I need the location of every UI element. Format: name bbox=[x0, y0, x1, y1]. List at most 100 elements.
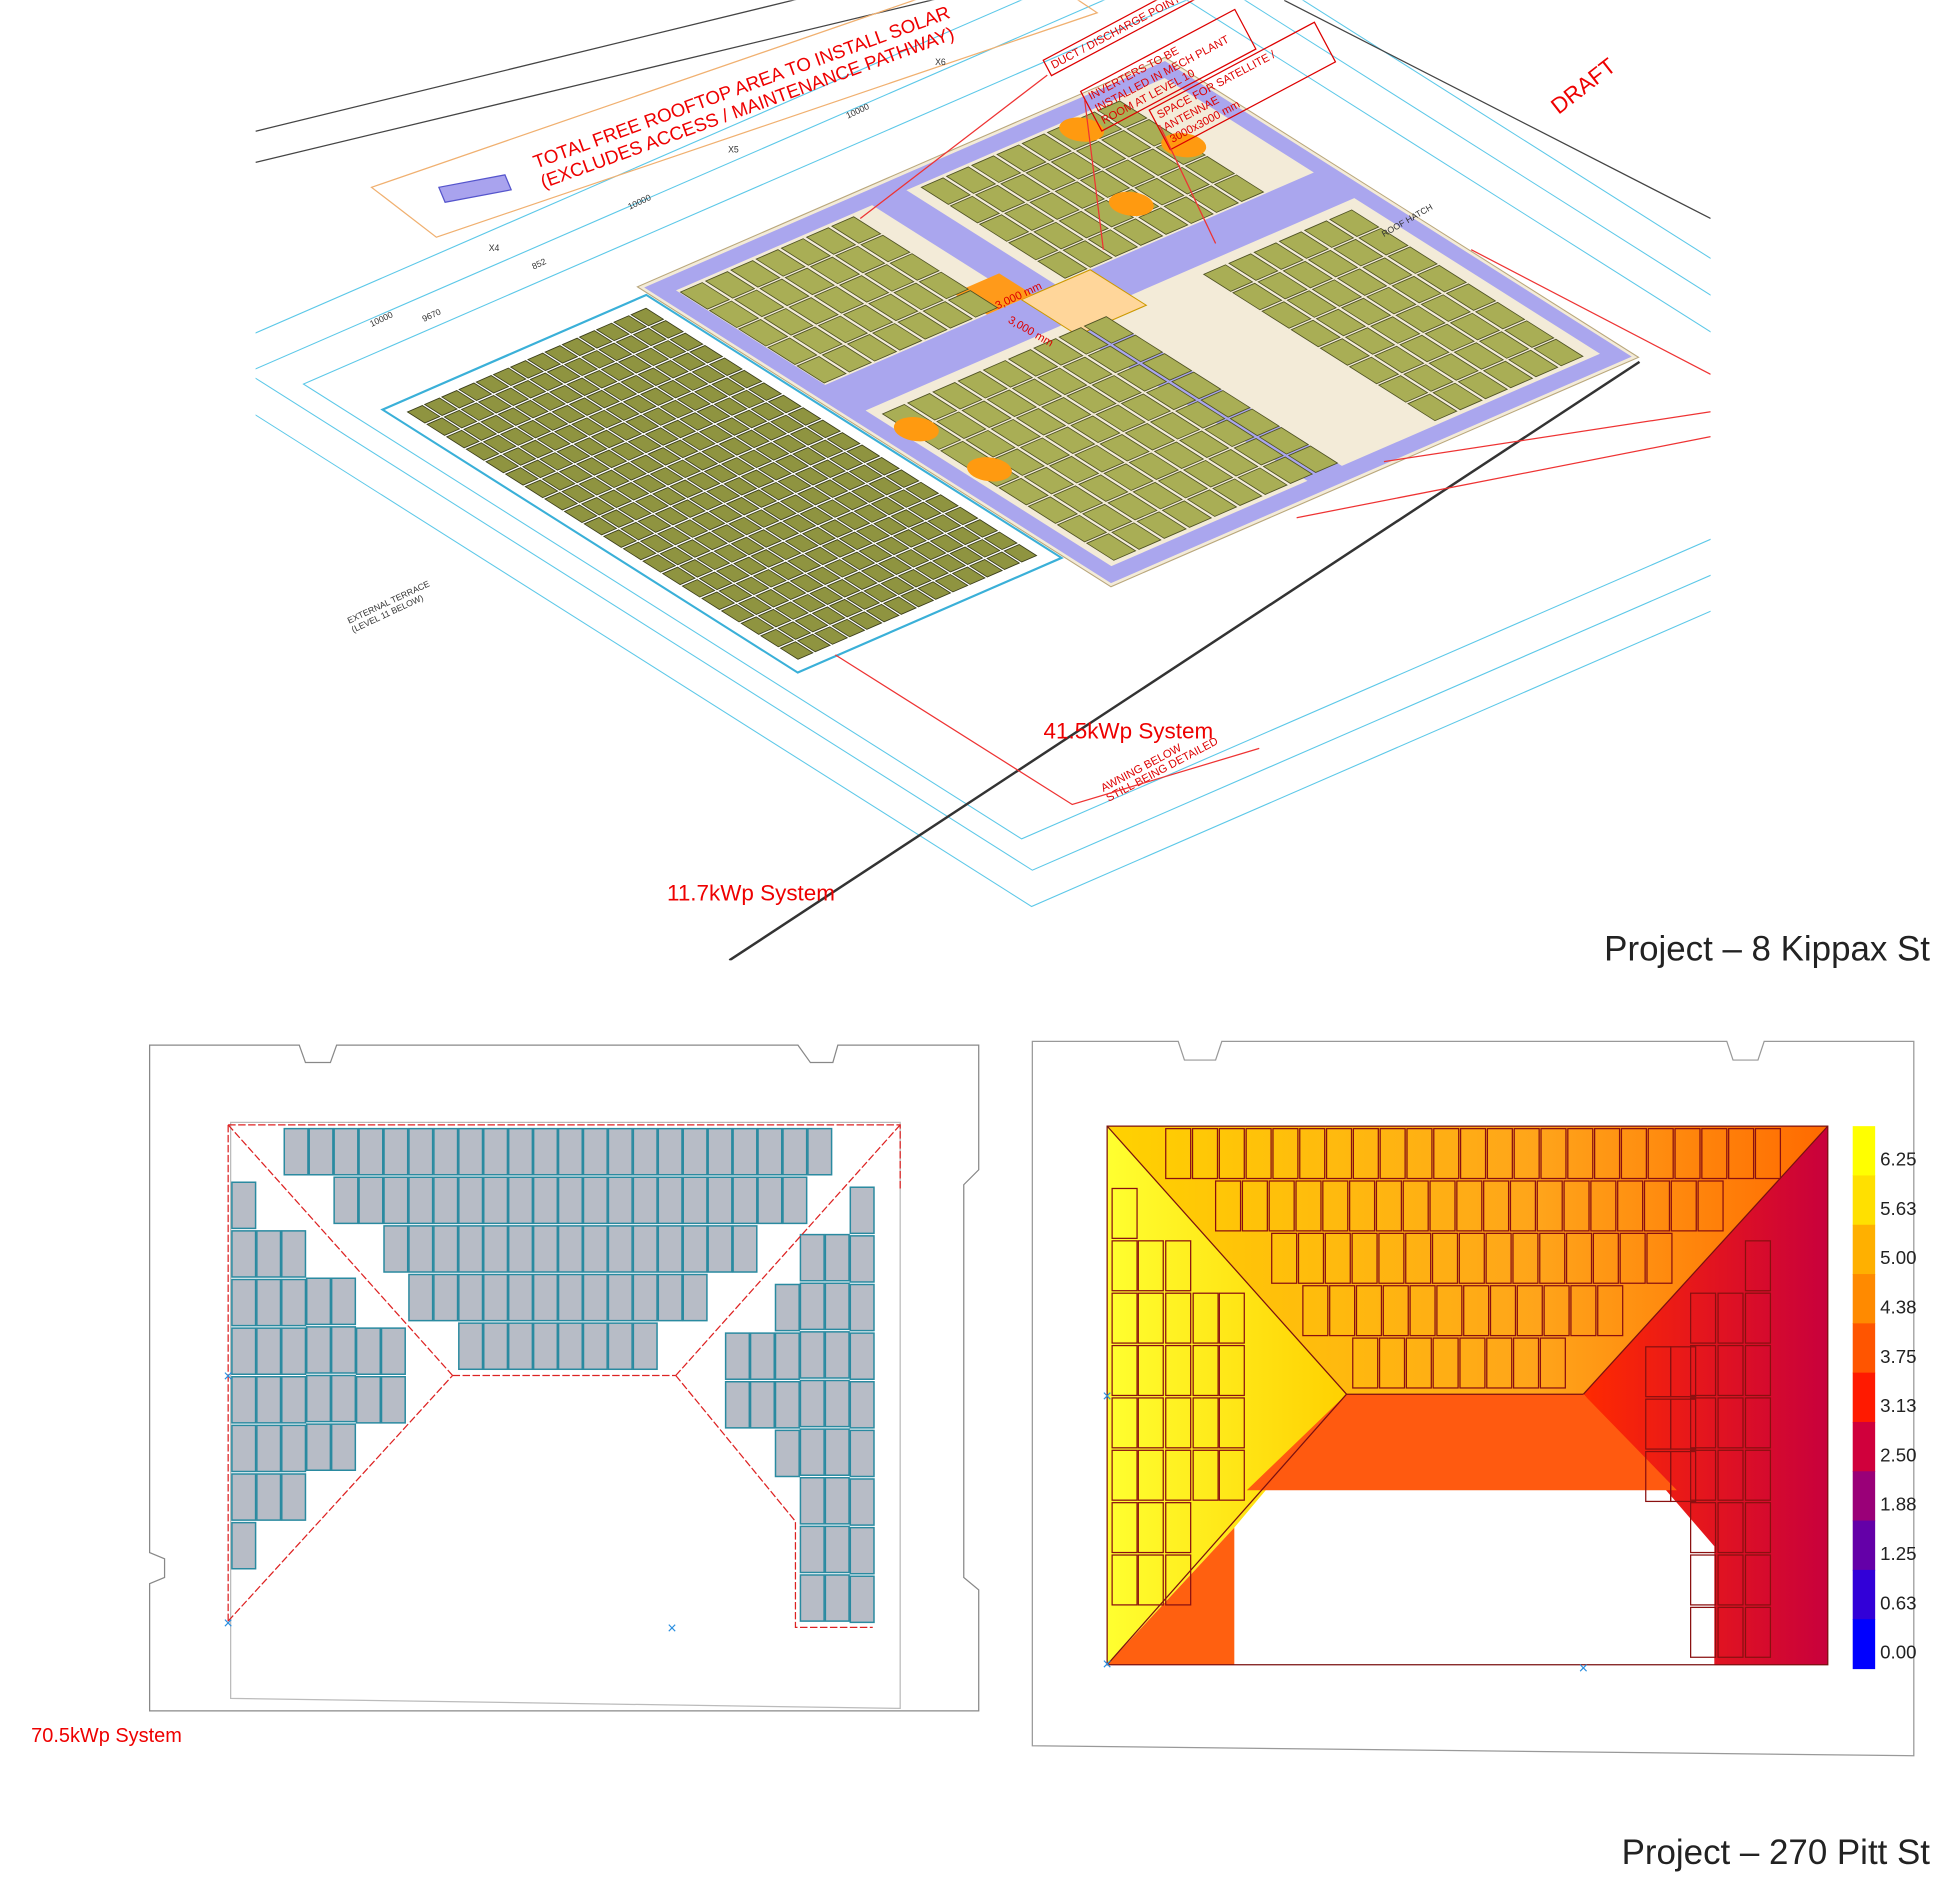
panel bbox=[671, 499, 706, 518]
panel bbox=[499, 427, 535, 446]
panel-outline bbox=[1744, 1449, 1772, 1501]
panel bbox=[983, 531, 1018, 551]
panel bbox=[826, 432, 861, 451]
panel-outline bbox=[1165, 1502, 1192, 1554]
panel bbox=[600, 509, 635, 528]
panel bbox=[635, 347, 670, 367]
panel bbox=[853, 504, 888, 523]
panel bbox=[1478, 331, 1530, 359]
panel-outline bbox=[1563, 1180, 1590, 1232]
panel bbox=[805, 227, 857, 255]
panel bbox=[281, 1278, 307, 1327]
panel bbox=[1407, 393, 1458, 422]
dimension: 10000 bbox=[626, 192, 652, 211]
panel bbox=[585, 389, 621, 409]
panel bbox=[1037, 251, 1088, 279]
panel bbox=[918, 271, 970, 300]
panel bbox=[669, 479, 704, 498]
panel bbox=[809, 256, 861, 285]
panel bbox=[833, 491, 869, 511]
panel-outline bbox=[1378, 1232, 1405, 1284]
panel bbox=[682, 1176, 708, 1225]
panel-outline bbox=[1717, 1449, 1744, 1501]
panel bbox=[1075, 140, 1127, 169]
panel-outline bbox=[1670, 1180, 1697, 1232]
panel bbox=[920, 177, 972, 205]
panel bbox=[1432, 382, 1483, 411]
panel bbox=[256, 1327, 282, 1375]
panel bbox=[654, 360, 689, 379]
panel-outline bbox=[1352, 1128, 1379, 1180]
panel bbox=[855, 524, 891, 543]
panel bbox=[1315, 308, 1367, 337]
panel-outline bbox=[1744, 1554, 1772, 1606]
colorbar-band bbox=[1852, 1421, 1876, 1472]
panel-outline bbox=[1670, 1450, 1697, 1503]
panel-outline bbox=[1690, 1344, 1717, 1397]
panel-outline bbox=[1539, 1232, 1566, 1284]
panel bbox=[256, 1375, 282, 1424]
dimension: 10000 bbox=[368, 309, 394, 328]
panel bbox=[1329, 209, 1380, 237]
panel bbox=[231, 1521, 257, 1570]
panel bbox=[582, 1225, 608, 1273]
panel bbox=[495, 387, 530, 406]
panel bbox=[610, 442, 645, 461]
panel bbox=[1403, 364, 1454, 392]
panel bbox=[684, 452, 719, 471]
panel bbox=[821, 345, 873, 373]
panel bbox=[622, 541, 657, 561]
panel bbox=[1453, 342, 1505, 370]
panel-array bbox=[231, 1127, 875, 1624]
panel-outline bbox=[1272, 1128, 1299, 1180]
panel bbox=[708, 357, 743, 376]
panel bbox=[647, 447, 682, 466]
panel bbox=[951, 566, 986, 585]
panel bbox=[607, 1176, 633, 1225]
colorbar-label: 5.63 bbox=[1880, 1198, 1916, 1219]
panel bbox=[1099, 433, 1150, 462]
panel bbox=[799, 506, 834, 526]
panel bbox=[735, 576, 770, 596]
panel bbox=[632, 1225, 658, 1273]
panel-outline bbox=[1165, 1397, 1192, 1449]
panel bbox=[383, 1225, 409, 1273]
panel bbox=[846, 591, 881, 610]
colorbar-band bbox=[1852, 1619, 1876, 1670]
panel-outline bbox=[1137, 1292, 1164, 1344]
panel bbox=[701, 591, 736, 610]
panel bbox=[1182, 459, 1234, 488]
panel-outline bbox=[1690, 1449, 1717, 1501]
panel bbox=[1171, 371, 1222, 400]
panel-outline bbox=[1322, 1180, 1349, 1232]
panel bbox=[408, 1225, 434, 1273]
panel bbox=[659, 399, 694, 419]
panel-outline bbox=[1324, 1232, 1351, 1284]
panel bbox=[961, 400, 1012, 428]
panel bbox=[330, 1423, 357, 1471]
panel-outline bbox=[1674, 1128, 1701, 1180]
panel bbox=[1007, 349, 1059, 377]
panel bbox=[811, 459, 846, 478]
panel bbox=[792, 593, 827, 613]
panel-outline bbox=[1295, 1180, 1322, 1232]
panel-outline bbox=[1165, 1344, 1192, 1397]
panel-outline bbox=[1717, 1397, 1744, 1449]
panel bbox=[747, 529, 782, 548]
panel bbox=[1007, 232, 1059, 261]
panel-outline bbox=[1717, 1292, 1744, 1344]
panel bbox=[868, 476, 903, 496]
panel bbox=[834, 245, 886, 274]
panel bbox=[408, 1176, 434, 1225]
panel bbox=[615, 482, 650, 501]
panel bbox=[612, 462, 647, 481]
panel bbox=[829, 452, 864, 471]
panel bbox=[502, 447, 537, 466]
panel bbox=[801, 526, 837, 546]
panel bbox=[688, 491, 724, 511]
panel bbox=[571, 417, 606, 436]
panel bbox=[811, 606, 846, 625]
panel bbox=[563, 504, 598, 523]
panel bbox=[1074, 444, 1125, 473]
panel bbox=[1116, 364, 1168, 392]
